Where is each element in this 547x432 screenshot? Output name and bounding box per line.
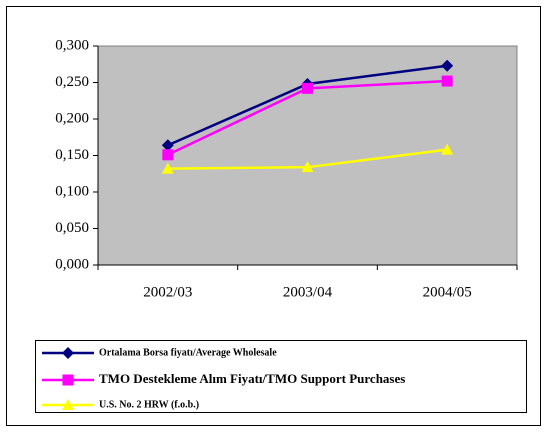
legend-label: U.S. No. 2 HRW (f.o.b.): [99, 399, 199, 410]
marker: [441, 75, 453, 87]
marker: [62, 399, 74, 410]
marker: [441, 59, 454, 72]
marker: [62, 374, 74, 386]
x-tick-label: 2003/04: [283, 284, 333, 300]
marker: [161, 162, 174, 174]
marker: [301, 161, 314, 173]
y-tick-label: 0,050: [55, 220, 89, 236]
x-tick-label: 2004/05: [423, 284, 472, 300]
y-tick-label: 0,250: [55, 74, 89, 90]
x-tick-label: 2002/03: [143, 284, 192, 300]
marker: [441, 143, 454, 155]
y-tick-label: 0,100: [55, 183, 89, 199]
y-tick-label: 0,300: [55, 37, 89, 53]
marker: [302, 82, 313, 94]
legend-box: [35, 340, 527, 413]
marker: [162, 149, 174, 161]
y-tick-label: 0,200: [55, 110, 89, 126]
y-tick-label: 0,150: [55, 147, 89, 163]
marker: [161, 139, 174, 152]
y-tick-label: 0,000: [55, 256, 89, 272]
marker: [62, 347, 74, 359]
legend-label: Ortalama Borsa fiyatı/Average Wholesale: [99, 347, 277, 358]
legend-label: TMO Destekleme Alım Fiyatı/TMO Support P…: [99, 371, 405, 386]
